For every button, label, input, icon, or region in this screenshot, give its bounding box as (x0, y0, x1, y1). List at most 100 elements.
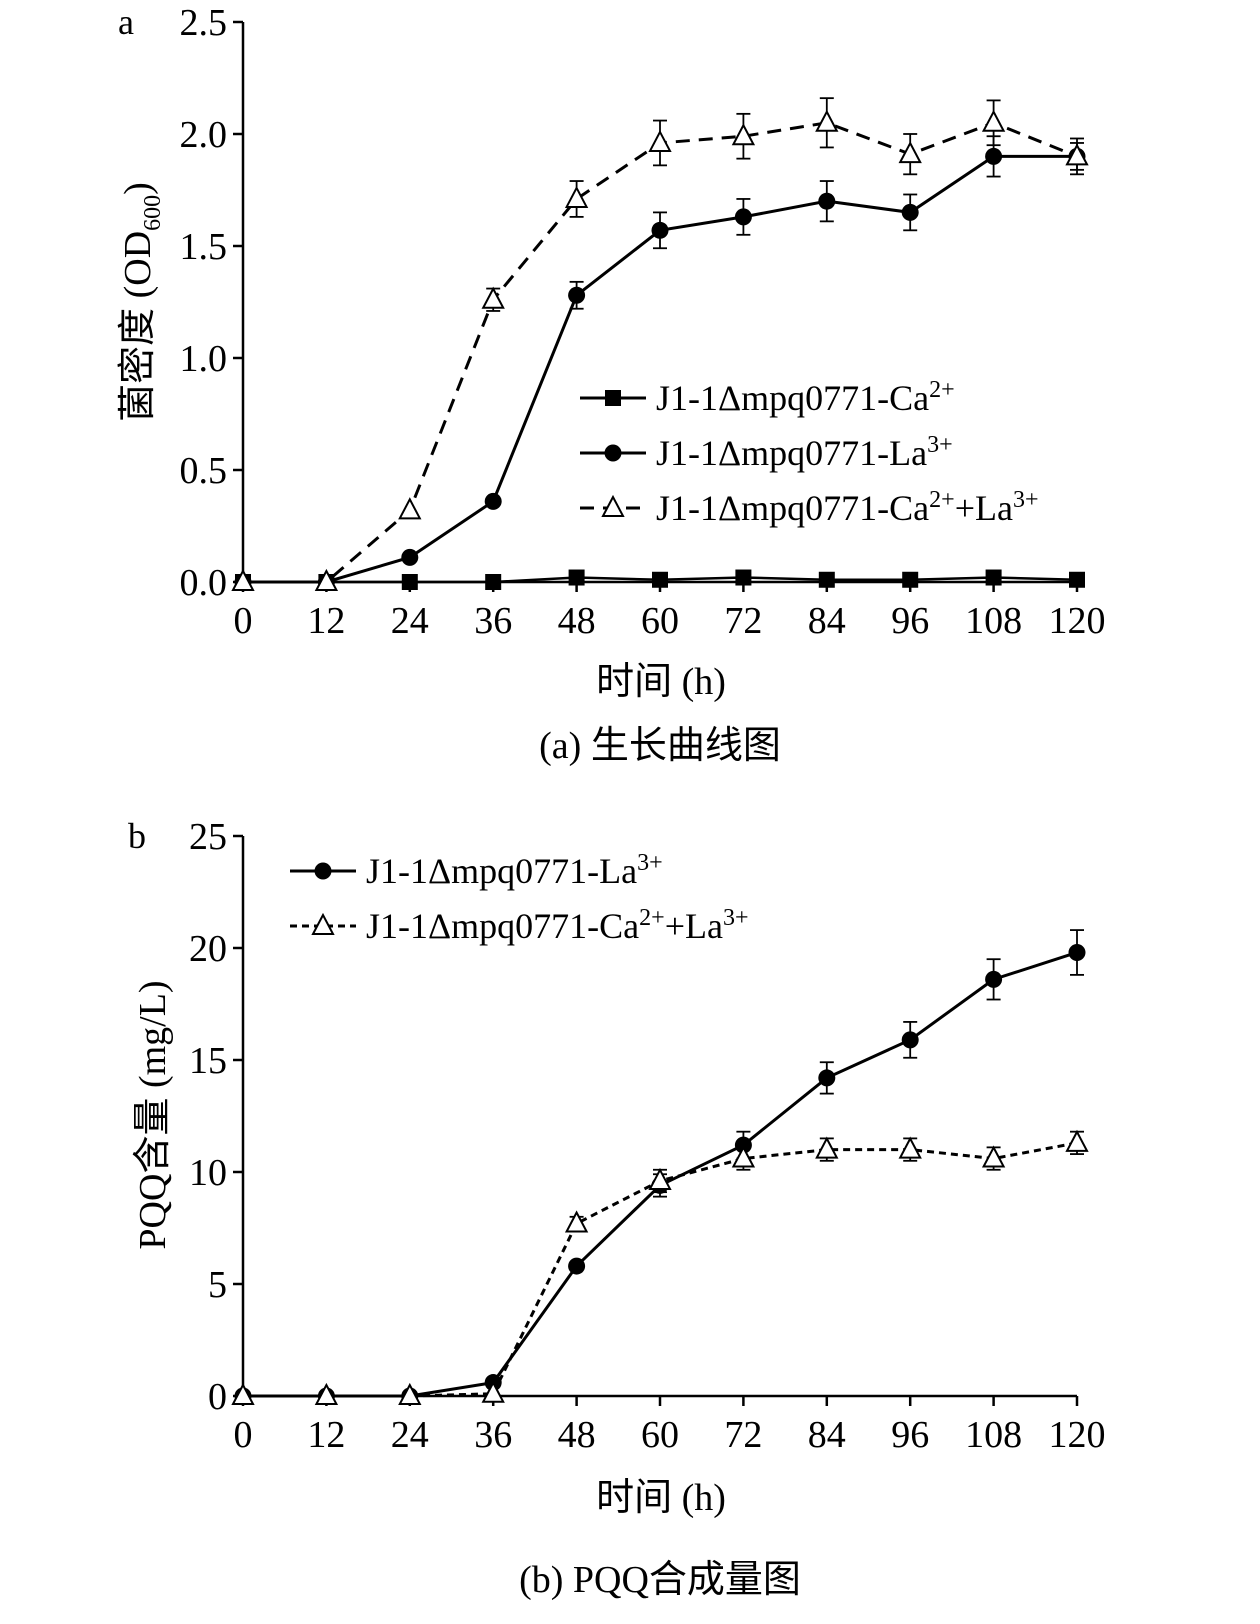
panel-b-y-axis-title-main: PQQ含量 (mg/L) (132, 980, 174, 1249)
panel-a-series-2-point (401, 548, 419, 566)
panel-a-y-axis-title-main: 菌密度 (OD (117, 231, 159, 422)
panel-b-series-1-point (985, 970, 1003, 988)
panel-a-series-1-point (735, 569, 752, 586)
panel-a-caption: (a) 生长曲线图 (539, 725, 781, 767)
panel-b-series-2-point (648, 1167, 672, 1190)
panel-a-y-tick-label: 0.5 (180, 450, 228, 492)
panel-b-x-tick-label: 108 (965, 1414, 1022, 1456)
panel-b-x-tick-label: 36 (474, 1414, 512, 1456)
panel-b-series-2-point (398, 1382, 422, 1405)
panel-a-letter: a (118, 2, 134, 42)
panel-b-x-tick-label: 120 (1049, 1414, 1106, 1456)
panel-b-y-tick-label: 10 (189, 1152, 227, 1194)
panel-a-legend: J1-1Δmpq0771-Ca2+ J1-1Δmpq0771-La3+ J1-1Δm… (580, 377, 1039, 528)
panel-a-series-3-point (314, 568, 339, 591)
panel-a-series-2-point (901, 203, 919, 221)
legend-label: J1-1Δmpq0771-Ca2++La3+ (656, 487, 1039, 528)
panel-b-x-tick-label: 96 (891, 1414, 929, 1456)
panel-a-series-3-point (481, 286, 505, 309)
panel-b-legend: J1-1Δmpq0771-La3+ J1-1Δmpq0771-Ca2++La3+ (290, 850, 749, 946)
panel-b-series-1-point (901, 1031, 919, 1049)
panel-b-x-tick-label: 12 (307, 1414, 345, 1456)
panel-a-series-2-point (818, 192, 836, 210)
panel-b-x-tick-label: 24 (391, 1414, 429, 1456)
panel-a-x-tick-label: 84 (808, 600, 846, 642)
panel-a-x-tick-label: 36 (474, 600, 512, 642)
panel-a-y-tick-label: 1.5 (180, 226, 228, 268)
panel-a-series-2 (234, 135, 1086, 591)
panel-b-series-2 (231, 1129, 1089, 1405)
panel-b-series-1-point (734, 1136, 752, 1154)
panel-b-y-tick-label: 0 (208, 1376, 227, 1418)
panel-a-series-1-point (652, 571, 668, 588)
panel-b-series-2-point (314, 1382, 339, 1405)
panel-a-x-tick-label: 120 (1049, 600, 1106, 642)
panel-a-series-2-point (568, 286, 586, 304)
panel-a-series-1-point (818, 571, 835, 588)
panel-b-caption: (b) PQQ合成量图 (519, 1559, 801, 1601)
panel-a-x-tick-label: 24 (391, 600, 429, 642)
panel-a-series-1-point (568, 569, 585, 586)
panel-a-y-tick-label: 0.0 (180, 562, 228, 604)
panel-b-series-2-point (1065, 1129, 1089, 1152)
panel-a-series-3-point (981, 109, 1006, 132)
panel-a-series-3 (231, 97, 1089, 591)
panel-a-series-3-point (231, 568, 255, 591)
panel-a-legend-item-1: J1-1Δmpq0771-Ca2+ (580, 377, 955, 418)
panel-a-growth-curve: a 0.0 0.5 1.0 1.5 2.0 2.5 0 12 24 36 48 60 72 84 96 108… (117, 2, 1106, 767)
panel-a-x-tick-label: 0 (234, 600, 253, 642)
panel-b-x-tick-label: 84 (808, 1414, 846, 1456)
panel-a-series-2-point (985, 147, 1003, 165)
legend-marker-swatch (605, 390, 621, 406)
panel-b-x-axis-title: 时间 (h) (596, 1477, 726, 1519)
panel-b-series-1 (234, 929, 1086, 1405)
panel-a-x-tick-label: 108 (965, 600, 1022, 642)
panel-b-y-tick-label: 5 (208, 1264, 227, 1306)
panel-a-series-3-point (1065, 143, 1089, 166)
panel-a-series-1-point (485, 574, 502, 590)
panel-a-y-axis-title-close: ) (117, 182, 159, 195)
panel-b-x-tick-label: 0 (234, 1414, 253, 1456)
panel-a-series-3-point (898, 141, 922, 164)
legend-marker-swatch (601, 494, 625, 517)
panel-a-series-3-point (564, 185, 589, 208)
panel-a-x-tick-label: 72 (724, 600, 762, 642)
panel-b-series-1-point (568, 1257, 586, 1275)
panel-a-y-tick-label: 1.0 (180, 338, 228, 380)
panel-a-series-2-point (734, 208, 752, 226)
panel-b-legend-item-1: J1-1Δmpq0771-La3+ (290, 850, 663, 891)
panel-a-series-3-point (815, 109, 839, 132)
panel-a-y-axis-title: 菌密度 (OD600) (117, 182, 166, 422)
panel-a-series-3-point (398, 497, 422, 520)
panel-a-x-tick-label: 60 (641, 600, 679, 642)
panel-a-y-tick-label: 2.0 (180, 114, 228, 156)
legend-marker-swatch (311, 912, 335, 935)
panel-b-series-2-point (981, 1145, 1006, 1168)
panel-b-pqq-production: b 0 5 10 15 20 25 0 12 24 36 48 60 72 84 96 108 120 J1-1… (128, 816, 1106, 1601)
panel-b-x-tick-label: 60 (641, 1414, 679, 1456)
panel-a-x-tick-label: 48 (558, 600, 596, 642)
panel-a-series-1-point (1069, 571, 1085, 588)
panel-b-series-1-point (818, 1069, 836, 1087)
panel-b-series-2-point (898, 1136, 922, 1159)
panel-b-y-tick-label: 15 (189, 1040, 227, 1082)
panel-b-letter: b (128, 816, 146, 856)
panel-b-x-tick-label: 48 (558, 1414, 596, 1456)
panel-a-series-3-point (731, 123, 756, 146)
panel-a-series-1-point (401, 574, 418, 590)
panel-b-series-2-point (731, 1145, 756, 1168)
panel-b-series-2-point (564, 1210, 589, 1233)
panel-b-series-2-point (481, 1380, 505, 1403)
panel-a-y-tick-label: 2.5 (180, 2, 228, 44)
panel-b-x-tick-label: 72 (724, 1414, 762, 1456)
panel-a-series-3-point (648, 129, 672, 152)
legend-marker-swatch (604, 444, 622, 462)
legend-label: J1-1Δmpq0771-La3+ (656, 432, 953, 473)
panel-a-series-1-point (902, 571, 919, 588)
legend-marker-swatch (314, 862, 332, 880)
panel-b-y-tick-label: 25 (189, 816, 227, 858)
panel-a-y-axis-title-sub: 600 (140, 195, 166, 231)
panel-a-legend-item-3: J1-1Δmpq0771-Ca2++La3+ (580, 487, 1039, 528)
panel-b-series-2-point (815, 1136, 839, 1159)
